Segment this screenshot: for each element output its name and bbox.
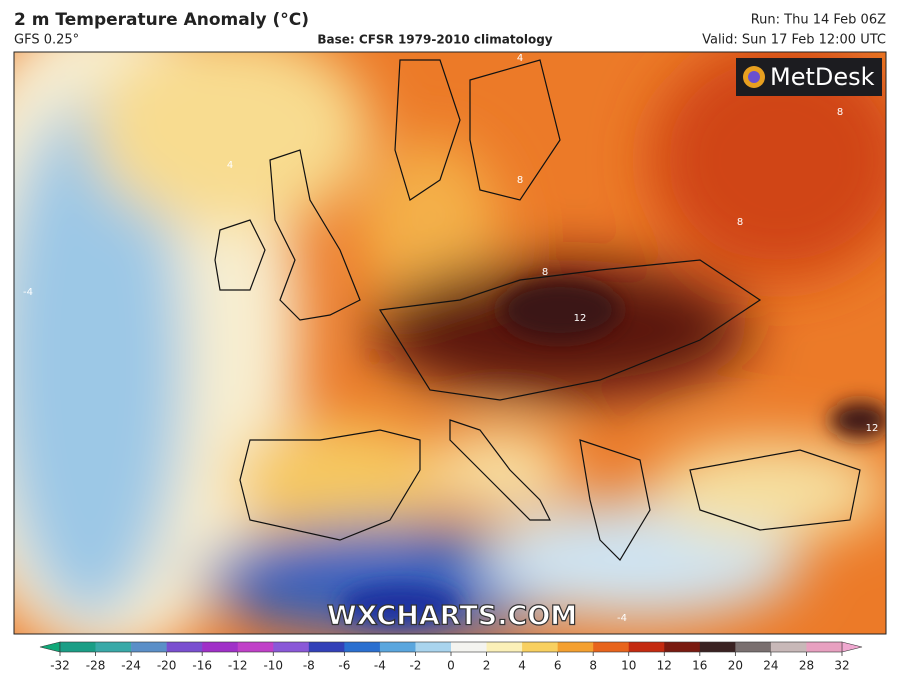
run-time: Run: Thu 14 Feb 06Z xyxy=(751,13,886,28)
contour-labels: -4 4 8 12 8 8 4 12 -4 8 xyxy=(23,53,878,624)
coastlines xyxy=(214,59,861,561)
colorbar-tick-label: 24 xyxy=(763,659,778,673)
colorbar-segment xyxy=(415,642,452,652)
valid-time: Valid: Sun 17 Feb 12:00 UTC xyxy=(702,33,886,48)
contour-label: -4 xyxy=(23,287,33,298)
colorbar-segment xyxy=(735,642,772,652)
contour-label: 8 xyxy=(737,217,743,228)
colorbar-tick-label: -6 xyxy=(338,659,350,673)
colorbar-tick-label: -4 xyxy=(374,659,386,673)
colorbar-tick-label: -2 xyxy=(409,659,421,673)
colorbar-segment xyxy=(308,642,345,652)
colorbar-segment xyxy=(628,642,665,652)
logo-text: MetDesk xyxy=(770,63,875,91)
colorbar-tick-label: -8 xyxy=(303,659,315,673)
colorbar-tick-label: 20 xyxy=(728,659,743,673)
colorbar-segment xyxy=(344,642,381,652)
contour-label: 12 xyxy=(574,313,587,324)
colorbar: -32 -28 -24 -20 -16 -12 -10 -8 -6 -4 -2 0 2 4 6 8 10 12 16… xyxy=(39,641,863,673)
colorbar-tick-label: -20 xyxy=(157,659,177,673)
colorbar-over xyxy=(841,641,863,653)
colorbar-segment xyxy=(166,642,203,652)
map xyxy=(14,52,886,634)
colorbar-tick-label: 28 xyxy=(799,659,814,673)
watermark: WXCHARTS.COM xyxy=(327,601,577,632)
colorbar-tick-label: 4 xyxy=(518,659,526,673)
colorbar-tick-label: -24 xyxy=(121,659,141,673)
logo-icon-inner xyxy=(748,71,760,83)
contour-label: 4 xyxy=(227,160,233,171)
colorbar-tick-label: 8 xyxy=(589,659,597,673)
colorbar-tick-label: 2 xyxy=(483,659,491,673)
anomaly-detail xyxy=(340,280,886,625)
colorbar-segment xyxy=(237,642,274,652)
colorbar-tick-label: 32 xyxy=(834,659,849,673)
map-frame xyxy=(13,51,887,635)
colorbar-tick-label: -12 xyxy=(228,659,248,673)
colorbar-tick-label: -28 xyxy=(86,659,106,673)
colorbar-segment xyxy=(131,642,167,652)
contour-label: 12 xyxy=(866,423,879,434)
anomaly-field xyxy=(14,52,886,634)
colorbar-tick-label: 10 xyxy=(621,659,636,673)
colorbar-segment xyxy=(522,642,558,652)
contour-label: 8 xyxy=(517,175,523,186)
colorbar-segment xyxy=(486,642,523,652)
colorbar-tick-label: -32 xyxy=(50,659,70,673)
colorbar-segment xyxy=(451,642,487,652)
title: 2 m Temperature Anomaly (°C) xyxy=(14,10,309,30)
colorbar-segment xyxy=(699,642,736,652)
colorbar-segment xyxy=(273,642,310,652)
contour-label: 8 xyxy=(542,267,548,278)
colorbar-tick-label: -16 xyxy=(192,659,212,673)
colorbar-tick-label: 6 xyxy=(554,659,562,673)
colorbar-segment xyxy=(557,642,594,652)
colorbar-segment xyxy=(593,642,630,652)
colorbar-tick-label: 16 xyxy=(692,659,707,673)
colorbar-segment xyxy=(379,642,416,652)
contour-label: 4 xyxy=(517,53,523,64)
colorbar-under xyxy=(39,641,61,653)
colorbar-segment xyxy=(806,642,843,652)
colorbar-segment xyxy=(770,642,807,652)
colorbar-tick-label: 12 xyxy=(657,659,672,673)
contour-label: 8 xyxy=(837,107,843,118)
model: GFS 0.25° xyxy=(14,33,79,48)
colorbar-segment xyxy=(664,642,701,652)
contour-label: -4 xyxy=(617,613,627,624)
colorbar-segment xyxy=(60,642,96,652)
base-note: Base: CFSR 1979-2010 climatology xyxy=(317,33,552,47)
colorbar-tick-label: 0 xyxy=(447,659,455,673)
colorbar-segment xyxy=(95,642,132,652)
colorbar-tick-label: -10 xyxy=(263,659,283,673)
colorbar-segment xyxy=(202,642,239,652)
